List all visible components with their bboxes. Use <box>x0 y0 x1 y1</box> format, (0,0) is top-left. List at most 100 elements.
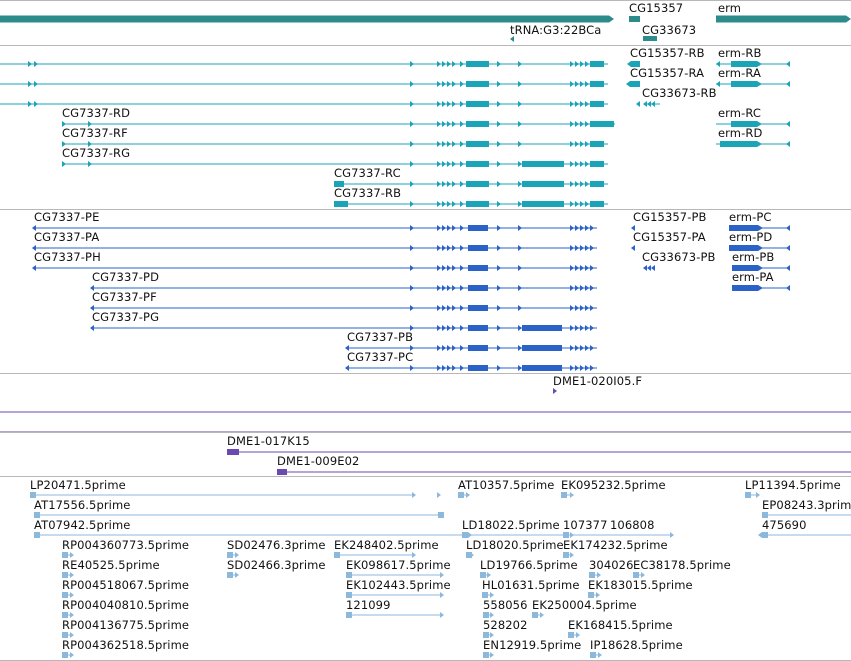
est-label[interactable]: EC38178.5prime <box>633 558 731 572</box>
transcript-label[interactable]: CG7337-RF <box>62 126 128 140</box>
est-label[interactable]: LP20471.5prime <box>30 478 126 492</box>
strand-arrow <box>490 612 494 618</box>
est-label[interactable]: LD18022.5prime <box>462 518 560 532</box>
strand-arrow <box>497 245 501 251</box>
strand-arrow <box>447 245 451 251</box>
protein-label[interactable]: CG7337-PE <box>34 210 100 224</box>
exon-block <box>466 81 489 87</box>
protein-label[interactable]: CG7337-PF <box>92 290 157 304</box>
exon-block <box>590 161 604 167</box>
est-label[interactable]: 121099 <box>346 598 391 612</box>
strand-arrow <box>585 161 589 167</box>
strand-arrow <box>437 225 441 231</box>
strand-arrow <box>410 61 414 67</box>
transcript-label[interactable]: erm-RC <box>718 106 762 120</box>
transcript-label[interactable]: CG7337-RD <box>62 106 131 120</box>
strand-arrow <box>452 161 456 167</box>
est-label[interactable]: EK095232.5prime <box>561 478 666 492</box>
est-label[interactable]: RP004518067.5prime <box>62 578 190 592</box>
exon-block <box>633 572 639 578</box>
strand-arrow <box>410 81 414 87</box>
strand-arrow <box>442 245 446 251</box>
clone-label[interactable]: DME1-017K15 <box>227 434 310 448</box>
est-label[interactable]: RP004362518.5prime <box>62 638 190 652</box>
exon-block <box>590 121 604 127</box>
strand-arrow <box>590 305 594 311</box>
strand-arrow <box>497 141 501 147</box>
strand-arrow <box>437 305 441 311</box>
clone-label[interactable]: DME1-020I05.F <box>553 374 643 388</box>
strand-arrow <box>585 201 589 207</box>
est-label[interactable]: 106808 <box>610 518 655 532</box>
transcript-label[interactable]: erm-RD <box>718 126 763 140</box>
strand-arrow <box>447 81 451 87</box>
gene-label[interactable]: CG15357 <box>629 1 684 15</box>
gene-label[interactable]: erm <box>718 1 742 15</box>
transcript-label[interactable]: erm-RA <box>718 66 761 80</box>
est-label[interactable]: SD02466.3prime <box>227 558 326 572</box>
strand-arrow <box>590 245 594 251</box>
strand-arrow <box>570 161 574 167</box>
transcript-label[interactable]: CG33673-RB <box>642 86 717 100</box>
protein-label[interactable]: CG7337-PA <box>34 230 100 244</box>
exon-block <box>588 592 594 598</box>
protein-label[interactable]: CG7337-PD <box>92 270 160 284</box>
protein-label[interactable]: erm-PC <box>729 210 772 224</box>
est-label[interactable]: EK168415.5prime <box>568 618 673 632</box>
est-label[interactable]: RP004360773.5prime <box>62 538 190 552</box>
strand-arrow <box>410 201 414 207</box>
transcript-label[interactable]: erm-RB <box>718 46 762 60</box>
protein-label[interactable]: CG7337-PB <box>347 330 414 344</box>
protein-label[interactable]: CG7337-PC <box>347 350 414 364</box>
strand-arrow <box>570 181 574 187</box>
exon-block <box>561 492 567 498</box>
protein-label[interactable]: CG7337-PH <box>34 250 101 264</box>
est-label[interactable]: IP18628.5prime <box>590 638 683 652</box>
est-label[interactable]: EK102443.5prime <box>346 578 451 592</box>
est-label[interactable]: AT10357.5prime <box>458 478 555 492</box>
est-label[interactable]: RP004040810.5prime <box>62 598 190 612</box>
est-label[interactable]: 304026 <box>589 558 634 572</box>
transcript-label[interactable]: CG7337-RG <box>62 146 131 160</box>
est-label[interactable]: EP08243.3prime <box>762 498 851 512</box>
transcript-label[interactable]: CG15357-RB <box>630 46 705 60</box>
est-label[interactable]: EN12919.5prime <box>483 638 582 652</box>
transcript-label[interactable]: CG7337-RC <box>334 166 401 180</box>
exon-block <box>0 15 614 23</box>
est-label[interactable]: AT17556.5prime <box>34 498 131 512</box>
protein-label[interactable]: CG15357-PA <box>633 230 706 244</box>
est-label[interactable]: RE40525.5prime <box>62 558 160 572</box>
est-label[interactable]: EK250004.5prime <box>532 598 637 612</box>
transcript-label[interactable]: CG7337-RB <box>334 186 402 200</box>
transcript-label[interactable]: CG15357-RA <box>630 66 705 80</box>
est-label[interactable]: LP11394.5prime <box>745 478 841 492</box>
clone-label[interactable]: DME1-009E02 <box>277 454 360 468</box>
protein-label[interactable]: CG7337-PG <box>92 310 160 324</box>
est-label[interactable]: EK183015.5prime <box>588 578 693 592</box>
est-label[interactable]: 107377 <box>563 518 608 532</box>
est-label[interactable]: LD18020.5prime <box>466 538 564 552</box>
est-label[interactable]: 558056 <box>483 598 528 612</box>
trna-label[interactable]: tRNA:G3:22BCa <box>510 23 602 37</box>
est-label[interactable]: EK248402.5prime <box>334 538 439 552</box>
est-label[interactable]: EK098617.5prime <box>346 558 451 572</box>
gene-label[interactable]: CG33673 <box>642 23 697 37</box>
est-label[interactable]: HL01631.5prime <box>482 578 580 592</box>
strand-arrow <box>786 121 790 127</box>
est-label[interactable]: 528202 <box>483 618 528 632</box>
est-label[interactable]: AT07942.5prime <box>34 518 131 532</box>
strand-arrow <box>580 265 584 271</box>
protein-label[interactable]: CG33673-PB <box>642 250 716 264</box>
strand-arrow <box>447 61 451 67</box>
protein-label[interactable]: erm-PA <box>732 270 774 284</box>
est-label[interactable]: RP004136775.5prime <box>62 618 190 632</box>
est-label[interactable]: 475690 <box>762 518 807 532</box>
protein-label[interactable]: erm-PB <box>732 250 775 264</box>
protein-label[interactable]: CG15357-PB <box>633 210 707 224</box>
est-label[interactable]: LD19766.5prime <box>480 558 578 572</box>
est-label[interactable]: SD02476.3prime <box>227 538 326 552</box>
est-label[interactable]: EK174232.5prime <box>563 538 668 552</box>
protein-label[interactable]: erm-PD <box>729 230 773 244</box>
strand-arrow <box>442 181 446 187</box>
